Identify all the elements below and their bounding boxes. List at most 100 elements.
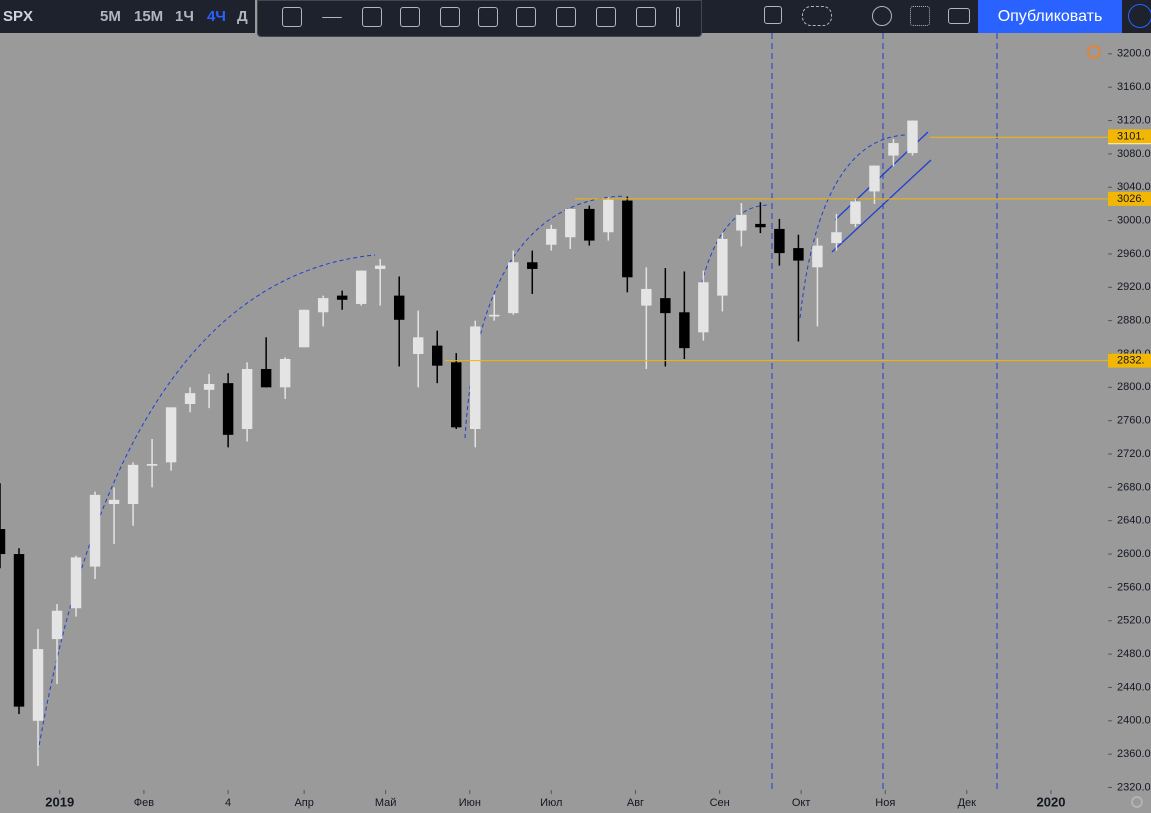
interval[interactable]: 15M — [134, 8, 164, 25]
candle-body — [774, 228, 785, 254]
candle-body — [793, 248, 804, 261]
price-label: 2832. — [1117, 355, 1145, 367]
y-tick-label: 2520.0 — [1117, 615, 1151, 627]
candle-body — [888, 143, 899, 156]
fullscreen-button[interactable] — [910, 6, 930, 26]
y-tick-label: 2400.0 — [1117, 715, 1151, 727]
x-tick-label: 4 — [225, 797, 231, 809]
price-label-box — [1108, 191, 1151, 206]
price-label: 3101. — [1117, 130, 1145, 142]
y-tick-label: 3120.0 — [1117, 114, 1151, 126]
x-tick-label: 2020 — [1037, 794, 1066, 809]
candle-body — [393, 295, 405, 320]
tool[interactable] — [478, 7, 498, 27]
candle-body — [336, 295, 348, 300]
x-tick-label: Дек — [958, 797, 977, 809]
y-tick-label: 2680.0 — [1117, 481, 1151, 493]
candle-body — [203, 383, 215, 390]
y-tick-label: 2320.0 — [1117, 781, 1151, 793]
y-tick-label: 2880.0 — [1117, 315, 1151, 327]
y-tick-label: 2800.0 — [1117, 381, 1151, 393]
tool[interactable] — [596, 7, 616, 27]
y-tick-label: 2440.0 — [1117, 681, 1151, 693]
price-label: 3026. — [1117, 193, 1145, 205]
candle-body — [907, 120, 918, 154]
cloud-button[interactable] — [802, 6, 832, 26]
y-tick-label: 2480.0 — [1117, 648, 1151, 660]
x-tick-label: Ноя — [875, 797, 895, 809]
y-tick-label: 2360.0 — [1117, 748, 1151, 760]
candle-body — [508, 262, 519, 314]
interval[interactable]: 5M — [100, 8, 121, 25]
x-tick-label: Авг — [627, 797, 644, 809]
arc — [37, 254, 376, 753]
candle-body — [165, 407, 177, 463]
candle-body — [89, 494, 101, 567]
x-tick-label: Июл — [540, 797, 562, 809]
y-tick-label: 3080.0 — [1117, 148, 1151, 160]
layout-button[interactable] — [764, 6, 782, 24]
candle-body — [736, 214, 747, 231]
tool[interactable] — [400, 7, 420, 27]
snapshot-button[interactable] — [948, 8, 970, 24]
candle-body — [374, 265, 386, 269]
candle-body — [660, 298, 671, 314]
tool[interactable] — [362, 7, 382, 27]
tool[interactable] — [676, 7, 680, 27]
candle-body — [717, 238, 728, 296]
alert-icon[interactable] — [1087, 45, 1101, 59]
x-tick-label: Апр — [294, 797, 313, 809]
x-tick-label: 2019 — [45, 794, 74, 809]
y-tick-label: 3040.0 — [1117, 181, 1151, 193]
y-tick-label: 2600.0 — [1117, 548, 1151, 560]
tool[interactable] — [556, 7, 576, 27]
top-bar: SPX 5M 15M 1Ч 4Ч Д — [0, 0, 255, 33]
candle-body — [317, 298, 329, 313]
candle-body — [470, 326, 481, 430]
candle-body — [184, 393, 196, 404]
candle-body — [850, 201, 861, 224]
tool[interactable] — [322, 17, 342, 19]
y-tick-label: 2720.0 — [1117, 448, 1151, 460]
candle-body — [146, 464, 158, 466]
candle-body — [51, 610, 63, 640]
y-tick-label: 2760.0 — [1117, 415, 1151, 427]
tool[interactable] — [516, 7, 536, 27]
y-tick-label: 2920.0 — [1117, 281, 1151, 293]
top-bar-right: Опубликовать — [702, 0, 1151, 33]
candle-body — [603, 199, 614, 233]
x-tick-label: Сен — [710, 797, 730, 809]
candle-body — [32, 649, 44, 721]
y-tick-label: 2960.0 — [1117, 248, 1151, 260]
y-tick-label: 3200.0 — [1117, 48, 1151, 60]
tool[interactable] — [282, 7, 302, 27]
candle-body — [431, 345, 443, 366]
tool[interactable] — [636, 7, 656, 27]
x-tick-label: Фев — [134, 797, 154, 809]
interval[interactable]: Д — [237, 8, 248, 25]
channel-line — [831, 159, 932, 253]
x-tick-label: Май — [375, 797, 397, 809]
symbol[interactable]: SPX — [3, 8, 34, 25]
y-tick-label: 2560.0 — [1117, 581, 1151, 593]
x-tick-label: Июн — [459, 797, 481, 809]
publish-button[interactable]: Опубликовать — [978, 0, 1122, 33]
interval[interactable]: 1Ч — [175, 8, 194, 25]
candle-body — [527, 262, 538, 269]
settings-icon[interactable] — [1131, 796, 1143, 808]
drawings — [37, 33, 998, 790]
candle-body — [831, 232, 842, 244]
candle-body — [565, 208, 576, 238]
play-button[interactable] — [1128, 4, 1151, 28]
candle-body — [679, 312, 690, 349]
candle-body — [622, 200, 633, 278]
arc — [699, 204, 771, 291]
settings-button[interactable] — [872, 6, 892, 26]
candle-body — [279, 358, 291, 388]
candle-body — [241, 368, 253, 430]
x-tick-label: Окт — [792, 797, 811, 809]
tool[interactable] — [440, 7, 460, 27]
interval[interactable]: 4Ч — [207, 8, 226, 25]
